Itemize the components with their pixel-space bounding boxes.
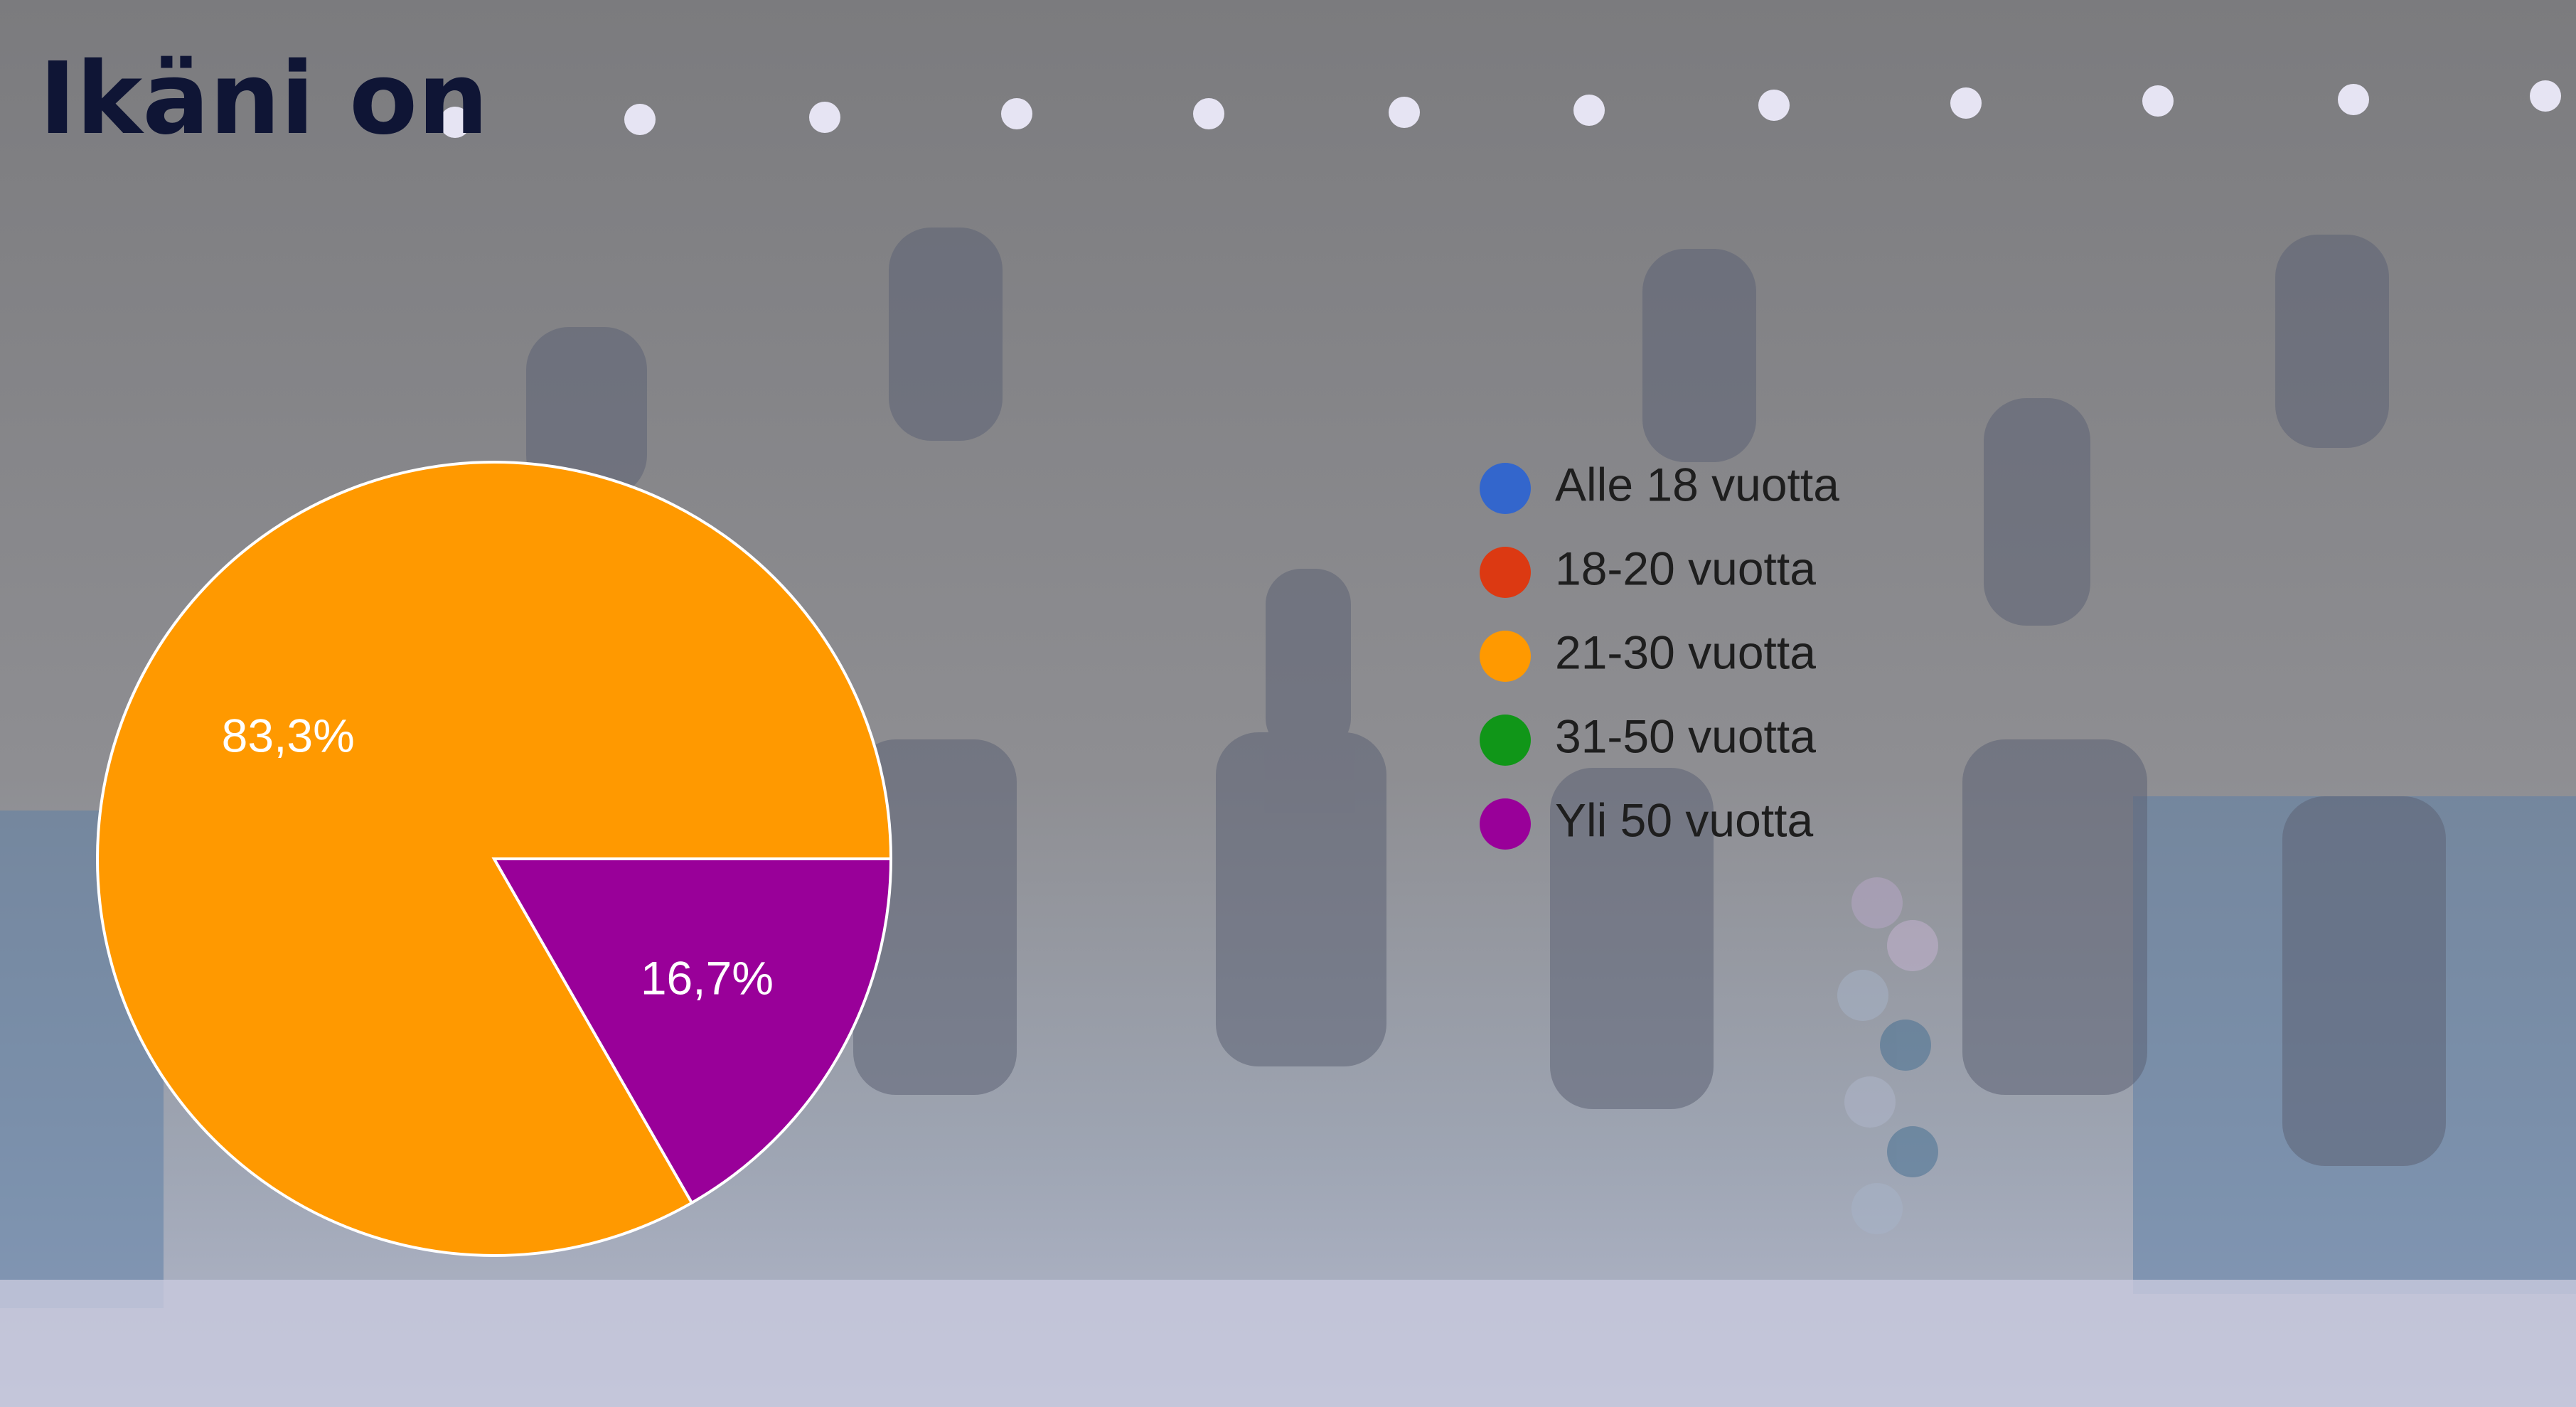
legend-item: Alle 18 vuotta (1480, 458, 1839, 514)
legend-item: Yli 50 vuotta (1480, 793, 1814, 850)
legend-label: Yli 50 vuotta (1555, 793, 1814, 846)
stage-lights (439, 80, 2561, 138)
legend-item: 31-50 vuotta (1480, 710, 1816, 766)
pie-slice-label: 83,3% (222, 710, 355, 762)
page-title: Ikäni on (39, 41, 488, 157)
legend-swatch (1480, 463, 1531, 514)
pie-slice-yli-50-vuotta (491, 857, 893, 1205)
chart-legend: Alle 18 vuotta 18-20 vuotta 21-30 vuotta 31… (1480, 458, 1839, 850)
pie-slices (96, 461, 893, 1257)
legend-label: 21-30 vuotta (1555, 626, 1816, 678)
legend-swatch (1480, 631, 1531, 682)
pie-slice-labels: 83,3% 16,7% (222, 710, 774, 1005)
legend-item: 21-30 vuotta (1480, 626, 1816, 682)
legend-label: 31-50 vuotta (1555, 710, 1816, 762)
legend-swatch (1480, 715, 1531, 766)
performer-silhouettes (526, 228, 2446, 1166)
pie-slice-label: 16,7% (641, 952, 774, 1005)
balloons (1837, 877, 1938, 1234)
pie-slice-21-30-vuotta (96, 461, 893, 1257)
stage-floor (0, 1280, 2576, 1407)
legend-label: 18-20 vuotta (1555, 542, 1816, 594)
legend-swatch (1480, 798, 1531, 850)
legend-swatch (1480, 547, 1531, 598)
legend-item: 18-20 vuotta (1480, 542, 1816, 598)
legend-label: Alle 18 vuotta (1555, 458, 1839, 510)
